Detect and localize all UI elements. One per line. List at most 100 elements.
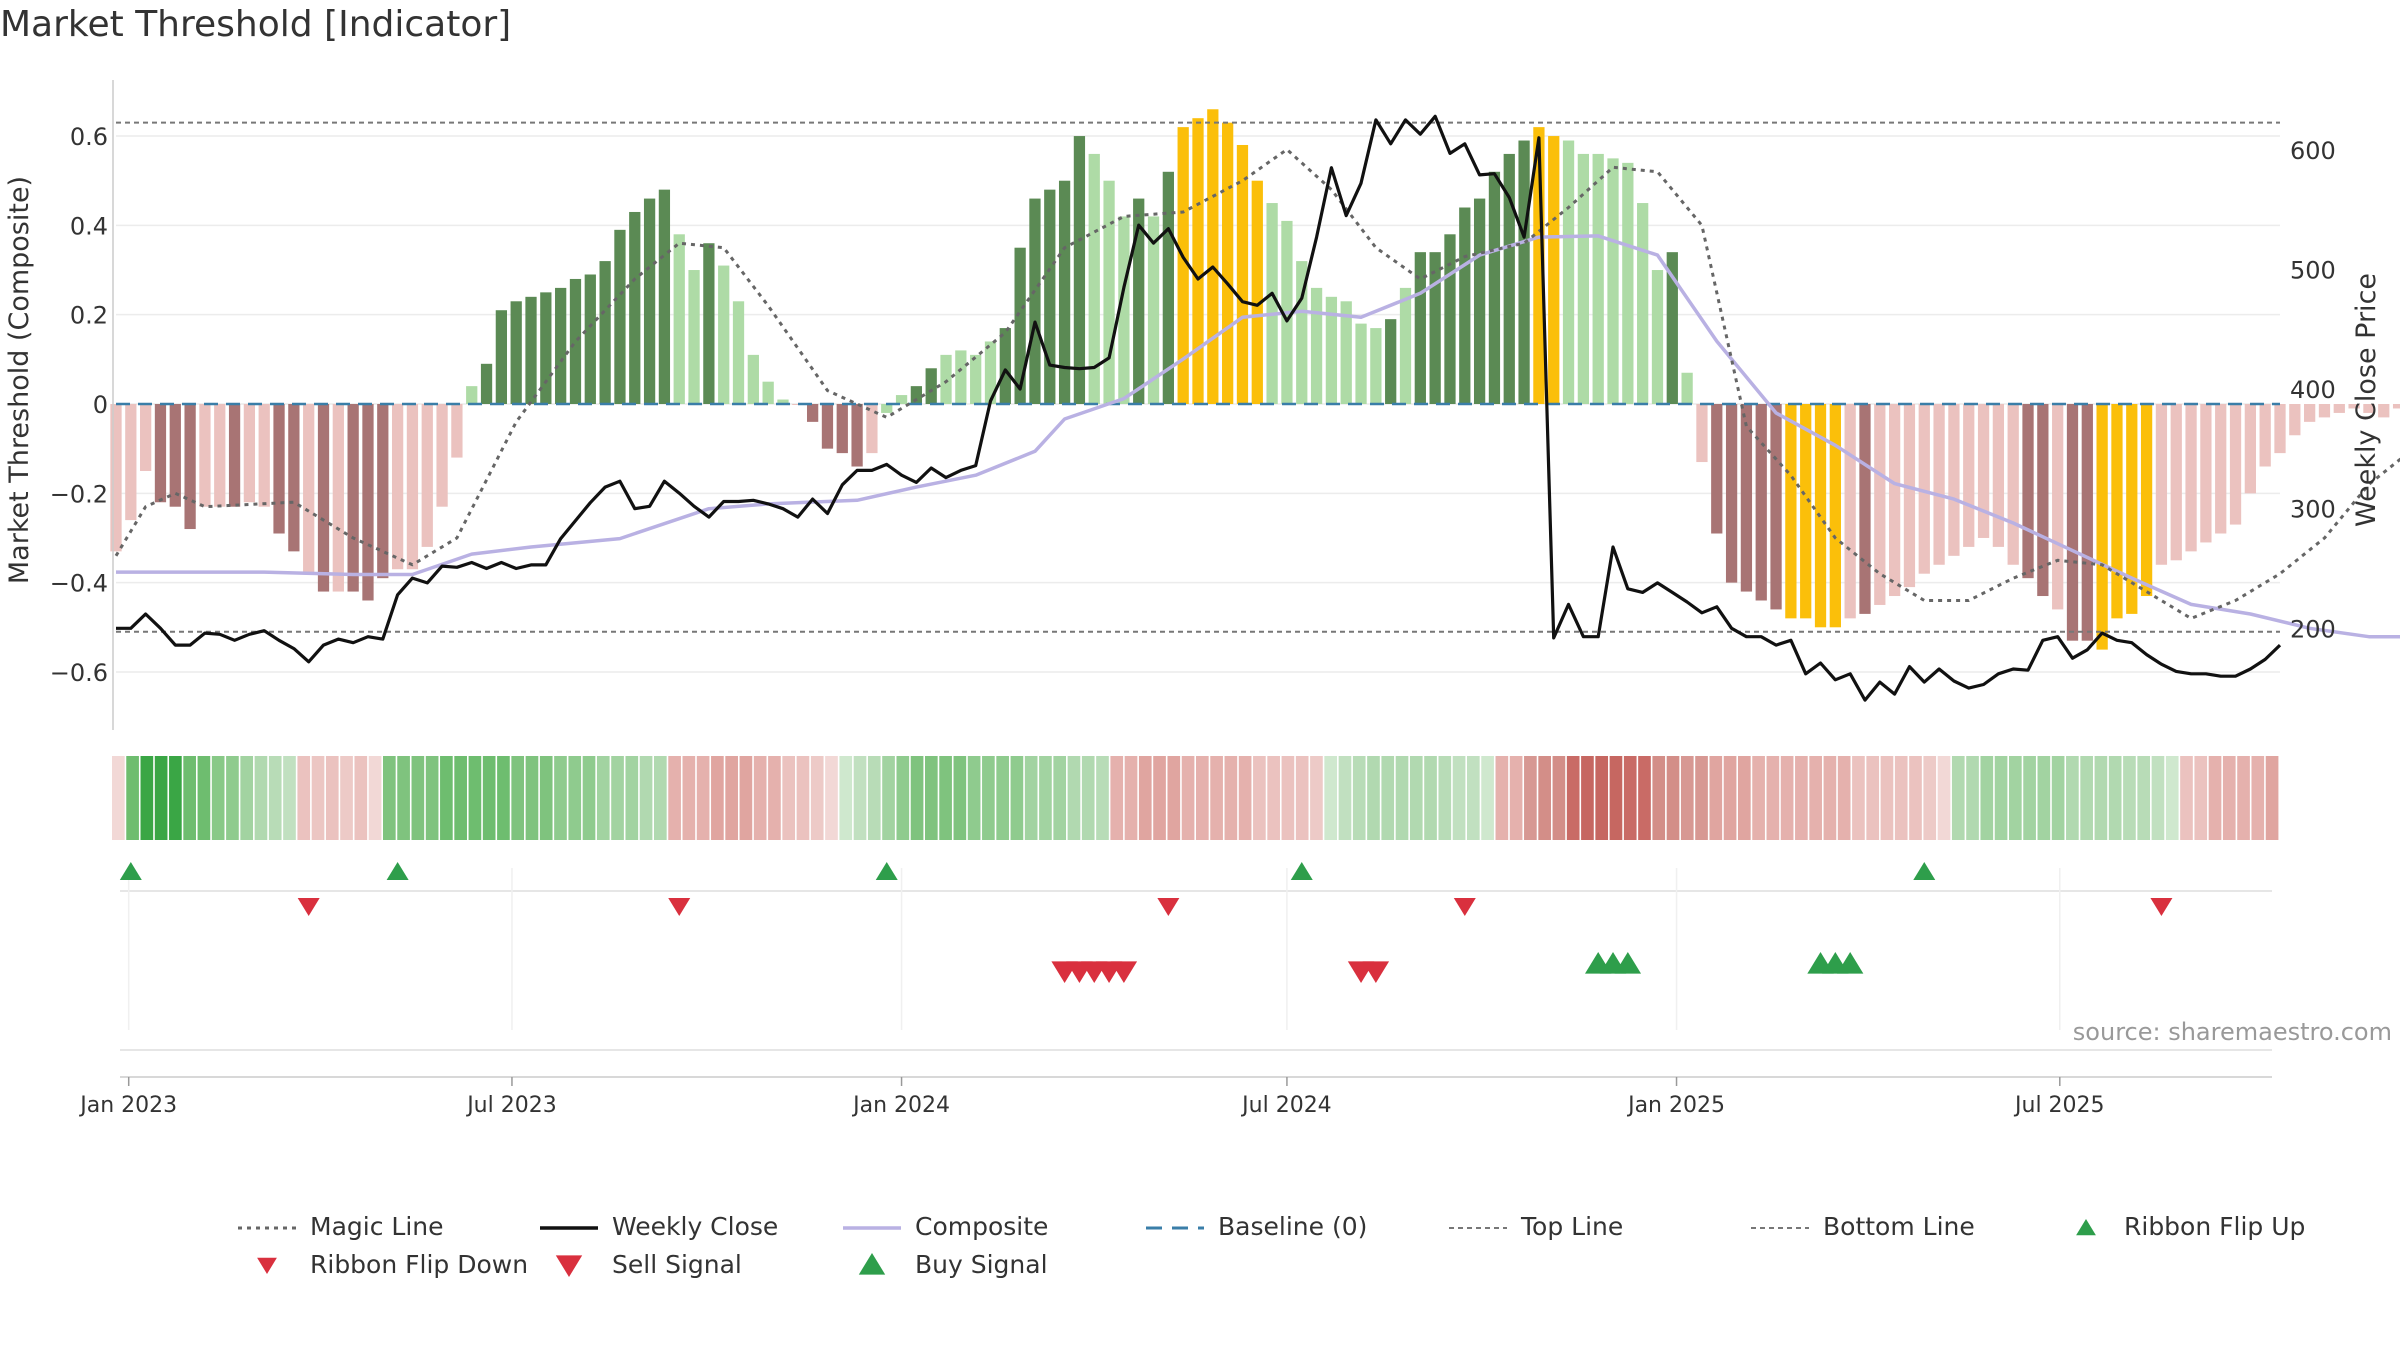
ribbon-cell bbox=[1452, 756, 1466, 840]
ribbon-cell bbox=[1552, 756, 1566, 840]
ribbon-cell bbox=[1424, 756, 1437, 840]
composite-bar bbox=[169, 404, 181, 507]
ribbon-cell bbox=[1909, 756, 1922, 840]
ribbon-cell bbox=[297, 756, 311, 840]
composite-bar bbox=[2289, 404, 2301, 436]
ribbon-cell bbox=[2066, 756, 2079, 840]
composite-bar bbox=[1192, 118, 1204, 405]
ribbon-cell bbox=[1196, 756, 1209, 840]
ribbon-cell bbox=[2037, 756, 2051, 840]
ribbon-cell bbox=[967, 756, 981, 840]
ribbon-cell bbox=[739, 756, 753, 840]
ribbon-cell bbox=[1281, 756, 1295, 840]
composite-bar bbox=[1177, 127, 1189, 404]
composite-bar bbox=[2378, 404, 2390, 418]
composite-bar bbox=[154, 404, 167, 503]
composite-bar bbox=[955, 350, 967, 404]
composite-bar bbox=[1711, 404, 1723, 534]
composite-bar bbox=[1266, 203, 1278, 404]
composite-bar bbox=[1444, 234, 1456, 404]
ribbon-cell bbox=[867, 756, 881, 840]
composite-bar bbox=[851, 404, 863, 467]
y2-tick-label: 500 bbox=[2290, 256, 2336, 284]
ribbon-flip-down-marker bbox=[668, 898, 691, 916]
composite-bar bbox=[1622, 162, 1634, 404]
composite-bar bbox=[777, 399, 789, 404]
composite-bar bbox=[2333, 404, 2345, 413]
composite-bar bbox=[1859, 404, 1871, 614]
x-tick-label: Jul 2024 bbox=[1240, 1093, 1332, 1118]
composite-bar bbox=[332, 404, 344, 592]
ribbon-cell bbox=[1153, 756, 1166, 840]
composite-bar bbox=[1963, 404, 1975, 547]
ribbon-cell bbox=[1096, 756, 1109, 840]
composite-bar bbox=[495, 310, 508, 404]
composite-bar bbox=[614, 229, 626, 404]
legend-sell-signal: Sell Signal bbox=[612, 1250, 742, 1279]
composite-bar bbox=[1518, 140, 1530, 404]
composite-bar bbox=[2155, 404, 2168, 565]
ribbon-cell bbox=[140, 756, 154, 840]
composite-bar bbox=[2274, 404, 2286, 454]
ribbon-flip-down-marker bbox=[2150, 898, 2173, 916]
ribbon-cell bbox=[226, 756, 239, 840]
composite-bar bbox=[1251, 180, 1263, 404]
y2-tick-label: 600 bbox=[2290, 137, 2336, 165]
composite-bar bbox=[1740, 404, 1753, 592]
ribbon-cell bbox=[796, 756, 810, 840]
ribbon-cell bbox=[1980, 756, 1994, 840]
composite-bar bbox=[480, 363, 493, 404]
ribbon-cell bbox=[525, 756, 539, 840]
composite-bar bbox=[273, 404, 285, 534]
composite-bar bbox=[703, 243, 715, 404]
composite-bar bbox=[643, 198, 656, 404]
ribbon-cell bbox=[1623, 756, 1637, 840]
y-tick-label: −0.6 bbox=[50, 659, 108, 687]
weekly-close-line bbox=[116, 114, 2282, 702]
ribbon-cell bbox=[1181, 756, 1195, 840]
buy-signal-marker bbox=[1614, 952, 1642, 974]
legend-weekly-close: Weekly Close bbox=[612, 1212, 779, 1241]
composite-bar bbox=[1933, 404, 1945, 565]
ribbon-cell bbox=[2009, 756, 2022, 840]
ribbon-cell bbox=[782, 756, 796, 840]
ribbon-cell bbox=[1880, 756, 1894, 840]
composite-bar bbox=[2348, 404, 2360, 409]
composite-bar bbox=[806, 404, 819, 422]
legend-buy-signal-icon bbox=[858, 1253, 886, 1275]
ribbon-cell bbox=[354, 756, 368, 840]
y-tick-label: −0.4 bbox=[50, 570, 108, 598]
ribbon-cell bbox=[2265, 756, 2279, 840]
composite-bar bbox=[881, 404, 893, 413]
ribbon-cell bbox=[996, 756, 1009, 840]
ribbon-cell bbox=[1951, 756, 1965, 840]
composite-bar bbox=[658, 189, 671, 404]
ribbon-cell bbox=[625, 756, 639, 840]
ribbon-cell bbox=[882, 756, 895, 840]
composite-bar bbox=[895, 395, 908, 404]
composite-bar bbox=[1755, 404, 1767, 601]
composite-bar bbox=[599, 261, 611, 404]
composite-bar bbox=[1533, 127, 1545, 404]
composite-bar bbox=[1666, 252, 1678, 404]
ribbon-flip-up-marker bbox=[119, 862, 142, 880]
composite-bar bbox=[110, 404, 122, 552]
composite-bar bbox=[1118, 216, 1130, 404]
ribbon-cell bbox=[2051, 756, 2065, 840]
ribbon-cell bbox=[169, 756, 182, 840]
ribbon-cell bbox=[611, 756, 624, 840]
composite-bar bbox=[1399, 287, 1412, 404]
ribbon-cell bbox=[568, 756, 582, 840]
composite-bar bbox=[1222, 122, 1234, 404]
ribbon-flip-up-marker bbox=[875, 862, 898, 880]
ribbon-cell bbox=[1609, 756, 1623, 840]
ribbon-cell bbox=[1509, 756, 1523, 840]
composite-bar bbox=[1637, 203, 1649, 404]
composite-bar bbox=[421, 404, 433, 547]
composite-bar bbox=[1058, 180, 1071, 404]
ribbon-cell bbox=[183, 756, 196, 840]
composite-bar bbox=[910, 386, 923, 404]
ribbon-cell bbox=[853, 756, 867, 840]
composite-bar bbox=[466, 386, 478, 404]
ribbon-cell bbox=[1481, 756, 1494, 840]
